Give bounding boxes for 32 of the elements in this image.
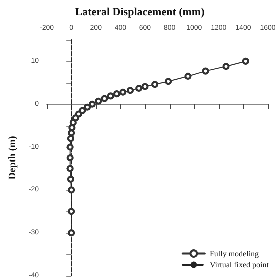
point (68, 208, 76, 216)
point (66, 165, 74, 172)
point (101, 95, 108, 102)
point (222, 63, 230, 70)
legend-label: Virtual fixed point (210, 260, 270, 270)
y-axis-title: Depth (m) (8, 136, 18, 180)
point (66, 154, 74, 162)
point (114, 90, 120, 98)
point (88, 100, 96, 108)
point (84, 104, 92, 111)
point (202, 68, 210, 75)
point (68, 186, 76, 194)
point (95, 98, 102, 105)
point (142, 83, 149, 90)
point (70, 119, 77, 126)
point (165, 78, 172, 86)
point (107, 92, 114, 100)
point (68, 130, 76, 137)
point (67, 135, 74, 142)
point (127, 87, 134, 94)
point (67, 176, 74, 183)
point (184, 72, 192, 80)
point (120, 88, 127, 96)
point (66, 144, 74, 151)
point (72, 114, 80, 122)
point (242, 58, 250, 65)
legend-label: Fully modeling (210, 249, 260, 258)
x-axis-title: Lateral Displacement (mm) (75, 6, 206, 18)
point (136, 84, 143, 92)
point (68, 230, 76, 237)
point (68, 124, 76, 132)
point (152, 81, 159, 88)
